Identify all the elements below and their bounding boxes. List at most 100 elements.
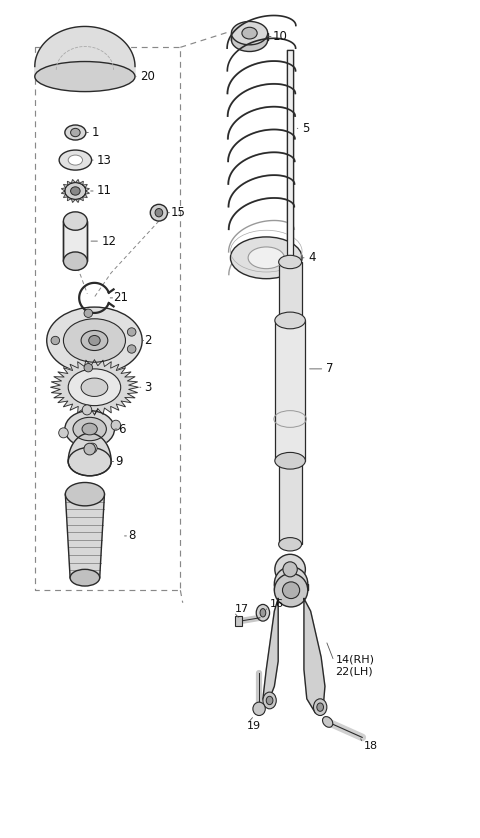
Ellipse shape (65, 125, 86, 140)
Ellipse shape (65, 483, 105, 506)
Polygon shape (65, 494, 105, 577)
Polygon shape (67, 197, 72, 201)
Text: 16: 16 (270, 599, 284, 609)
Ellipse shape (81, 330, 108, 350)
Text: 20: 20 (140, 70, 155, 83)
Ellipse shape (275, 566, 308, 600)
Polygon shape (72, 179, 75, 184)
Polygon shape (67, 181, 72, 185)
Text: 12: 12 (102, 235, 117, 247)
Text: 8: 8 (128, 530, 135, 542)
Ellipse shape (89, 335, 100, 345)
Text: 4: 4 (308, 251, 316, 264)
Text: 2: 2 (144, 334, 152, 347)
Ellipse shape (68, 155, 83, 165)
Text: 3: 3 (144, 380, 152, 394)
Ellipse shape (73, 417, 107, 441)
Ellipse shape (82, 405, 92, 415)
Polygon shape (75, 179, 79, 184)
Ellipse shape (155, 209, 163, 217)
Polygon shape (263, 598, 278, 707)
Ellipse shape (81, 378, 108, 396)
Ellipse shape (35, 61, 135, 91)
Polygon shape (50, 360, 138, 415)
Ellipse shape (65, 411, 115, 447)
Ellipse shape (59, 428, 68, 437)
Ellipse shape (70, 569, 100, 586)
Ellipse shape (253, 702, 265, 716)
Ellipse shape (71, 187, 80, 195)
Bar (235, 616, 242, 626)
Polygon shape (79, 181, 84, 185)
Polygon shape (61, 191, 66, 194)
Text: 13: 13 (97, 153, 112, 167)
Ellipse shape (71, 128, 80, 137)
Ellipse shape (82, 423, 97, 435)
Ellipse shape (59, 150, 92, 170)
Ellipse shape (51, 336, 60, 344)
Ellipse shape (47, 307, 142, 374)
Polygon shape (79, 197, 84, 201)
Text: 1: 1 (92, 126, 99, 139)
Ellipse shape (279, 256, 301, 269)
Polygon shape (83, 194, 87, 198)
Ellipse shape (68, 369, 120, 406)
Text: 9: 9 (115, 455, 122, 468)
Ellipse shape (323, 716, 333, 727)
Polygon shape (83, 184, 87, 188)
Ellipse shape (256, 604, 270, 621)
Ellipse shape (313, 699, 327, 716)
Ellipse shape (275, 554, 305, 584)
Ellipse shape (260, 608, 266, 617)
Text: 11: 11 (97, 184, 112, 198)
Ellipse shape (84, 364, 93, 372)
Ellipse shape (87, 443, 97, 453)
Ellipse shape (266, 696, 273, 705)
Text: 10: 10 (273, 30, 288, 43)
Ellipse shape (248, 247, 284, 269)
Polygon shape (304, 598, 325, 713)
Text: 5: 5 (302, 122, 310, 135)
Text: 19: 19 (247, 722, 261, 732)
Ellipse shape (317, 703, 324, 711)
Ellipse shape (242, 28, 257, 39)
Ellipse shape (63, 318, 125, 362)
Ellipse shape (84, 309, 93, 318)
Polygon shape (72, 199, 75, 203)
Text: 7: 7 (326, 362, 334, 375)
Text: 18: 18 (364, 742, 378, 752)
Ellipse shape (283, 561, 297, 577)
Ellipse shape (275, 453, 305, 469)
Text: 14(RH)
22(LH): 14(RH) 22(LH) (336, 654, 374, 676)
Bar (275, 320, 305, 461)
Ellipse shape (127, 328, 136, 336)
Polygon shape (63, 194, 68, 198)
Ellipse shape (279, 313, 301, 327)
Ellipse shape (279, 538, 301, 551)
Polygon shape (85, 191, 89, 194)
Polygon shape (35, 27, 135, 76)
Ellipse shape (65, 183, 86, 199)
Ellipse shape (84, 443, 96, 455)
Ellipse shape (150, 204, 168, 221)
Ellipse shape (282, 582, 300, 598)
Text: 15: 15 (171, 206, 186, 220)
Ellipse shape (230, 237, 302, 279)
Polygon shape (75, 199, 79, 203)
Ellipse shape (263, 692, 276, 709)
Text: 6: 6 (118, 422, 126, 436)
Text: 17: 17 (235, 604, 249, 614)
Polygon shape (85, 188, 89, 191)
Ellipse shape (231, 28, 268, 51)
Ellipse shape (63, 212, 87, 230)
Ellipse shape (231, 22, 268, 44)
Bar (279, 461, 301, 545)
Polygon shape (68, 433, 111, 462)
Polygon shape (63, 184, 68, 188)
Bar (287, 49, 293, 262)
Bar (63, 221, 87, 261)
Ellipse shape (111, 420, 120, 430)
Ellipse shape (63, 252, 87, 271)
Polygon shape (61, 188, 66, 191)
Ellipse shape (127, 344, 136, 353)
